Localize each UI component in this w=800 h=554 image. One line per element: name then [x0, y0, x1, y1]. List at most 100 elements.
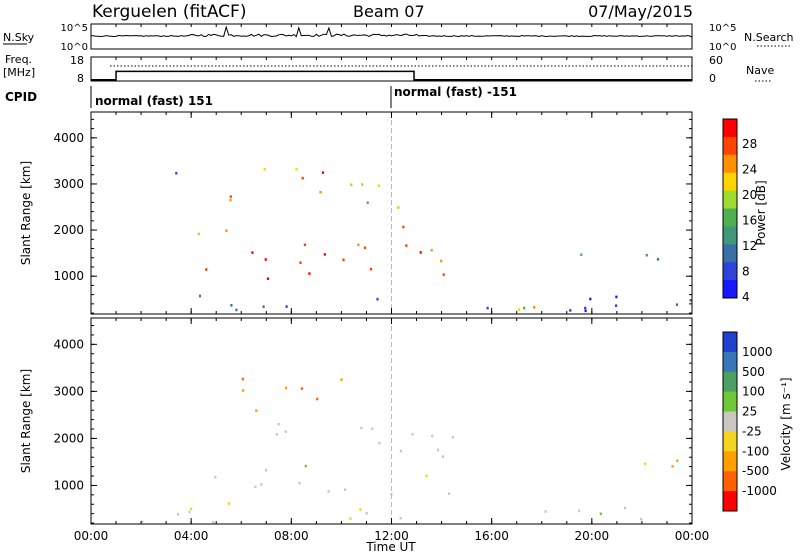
- power-cell: [442, 273, 445, 276]
- velocity-cell: [378, 441, 381, 445]
- power-cell: [518, 308, 521, 311]
- velocity-cell: [227, 502, 231, 505]
- velocity-cell: [275, 433, 278, 436]
- power-colorbar-swatch: [723, 190, 737, 209]
- velocity-cell: [544, 510, 547, 513]
- velocity-cell: [277, 423, 280, 426]
- power-colorbar: 28 24 20 16 12 8 4: [722, 118, 757, 304]
- velocity-cell: [214, 475, 217, 479]
- nave-label: Nave: [746, 64, 774, 77]
- station-title: Kerguelen (fitACF): [92, 2, 246, 22]
- velocity-cell: [676, 459, 679, 462]
- power-cell: [263, 167, 266, 171]
- velocity-cell: [359, 508, 362, 511]
- velocity-cell: [343, 488, 347, 491]
- velocity-cell: [300, 387, 303, 390]
- velocity-colorbar-swatch: [723, 431, 737, 452]
- velocity-colorbar-swatch: [723, 411, 737, 432]
- y-tick-label: 2000: [53, 431, 84, 445]
- power-cell: [397, 206, 400, 209]
- velocity-cell: [254, 485, 257, 489]
- cpid-mode-1: normal (fast) 151: [95, 94, 213, 108]
- velocity-tick-label: 100: [742, 385, 765, 399]
- velocity-panel: 1000 2000 3000 4000 Slant Range [km]: [19, 317, 693, 525]
- velocity-colorbar-swatch: [723, 351, 737, 373]
- velocity-colorbar-swatch: [723, 471, 737, 492]
- power-cell: [319, 190, 322, 194]
- y-tick-label: 4000: [53, 337, 84, 351]
- power-cell: [675, 303, 679, 306]
- power-cell: [198, 294, 202, 298]
- power-cell: [402, 225, 405, 229]
- velocity-tick-label: 25: [742, 405, 757, 419]
- power-cell: [323, 253, 326, 256]
- y-tick-label: 4000: [53, 131, 84, 145]
- power-cell: [357, 243, 360, 247]
- power-cell: [584, 309, 587, 313]
- velocity-cell: [340, 378, 343, 381]
- power-cell: [303, 243, 306, 247]
- power-cell: [205, 268, 208, 271]
- x-tick-label: 00:00: [74, 529, 109, 543]
- beam-title: Beam 07: [353, 2, 425, 21]
- power-scale-label: Power [dB]: [754, 180, 768, 245]
- velocity-scale-label: Velocity [m s⁻¹]: [779, 377, 793, 470]
- power-cell: [615, 304, 618, 307]
- power-colorbar-swatch: [723, 226, 737, 245]
- velocity-cell: [212, 521, 215, 524]
- power-cell: [251, 251, 254, 254]
- velocity-cell: [365, 511, 368, 515]
- noise-tick-right-bottom: 10^0: [709, 42, 736, 53]
- power-cell: [580, 253, 583, 256]
- date-title: 07/May/2015: [588, 2, 693, 21]
- y-tick-label: 3000: [53, 384, 84, 398]
- power-colorbar-swatch: [723, 154, 737, 174]
- velocity-cell: [577, 509, 581, 513]
- velocity-cell: [451, 435, 454, 439]
- power-colorbar-swatch: [723, 208, 737, 227]
- noise-tick-left-top: 10^5: [61, 23, 88, 34]
- power-cell: [569, 309, 572, 312]
- power-cell: [584, 306, 587, 310]
- power-cell: [361, 183, 364, 186]
- velocity-colorbar-swatch: [723, 371, 737, 393]
- velocity-tick-label: -500: [742, 464, 769, 478]
- velocity-cell: [188, 510, 191, 514]
- power-colorbar-swatch: [723, 172, 737, 192]
- velocity-cell: [241, 377, 244, 381]
- power-colorbar-swatch: [723, 244, 737, 263]
- power-cell: [376, 297, 379, 301]
- y-tick-label: 1000: [53, 478, 84, 492]
- y-tick-label: 1000: [53, 269, 84, 283]
- power-cell: [369, 267, 373, 271]
- velocity-cell: [327, 490, 330, 493]
- power-cell: [350, 183, 353, 187]
- n-search-label: N.Search: [744, 31, 794, 44]
- velocity-cell: [284, 430, 287, 433]
- velocity-cell: [436, 448, 440, 452]
- power-cell: [229, 198, 232, 202]
- velocity-cell: [349, 517, 352, 520]
- power-cell: [229, 195, 232, 198]
- freq-label: Freq.: [5, 53, 32, 66]
- x-tick-label: 16:00: [474, 529, 509, 543]
- power-cell: [363, 246, 367, 250]
- n-sky-label: N.Sky: [3, 31, 35, 44]
- velocity-cell: [360, 426, 363, 430]
- power-cell: [197, 232, 200, 236]
- power-cell: [405, 244, 408, 247]
- power-cell: [321, 171, 324, 174]
- power-cell: [440, 259, 443, 263]
- freq-tick-bottom: 8: [77, 72, 84, 85]
- velocity-cell: [255, 409, 258, 412]
- power-cell: [230, 304, 233, 307]
- velocity-cell: [177, 513, 180, 516]
- power-cell: [366, 201, 369, 204]
- x-tick-label: 08:00: [274, 529, 309, 543]
- velocity-cell: [141, 520, 144, 523]
- velocity-tick-label: -1000: [742, 484, 777, 498]
- power-colorbar-swatch: [723, 119, 737, 138]
- power-cell: [342, 258, 345, 262]
- cpid-label: CPID: [5, 90, 37, 104]
- power-cell: [615, 295, 618, 299]
